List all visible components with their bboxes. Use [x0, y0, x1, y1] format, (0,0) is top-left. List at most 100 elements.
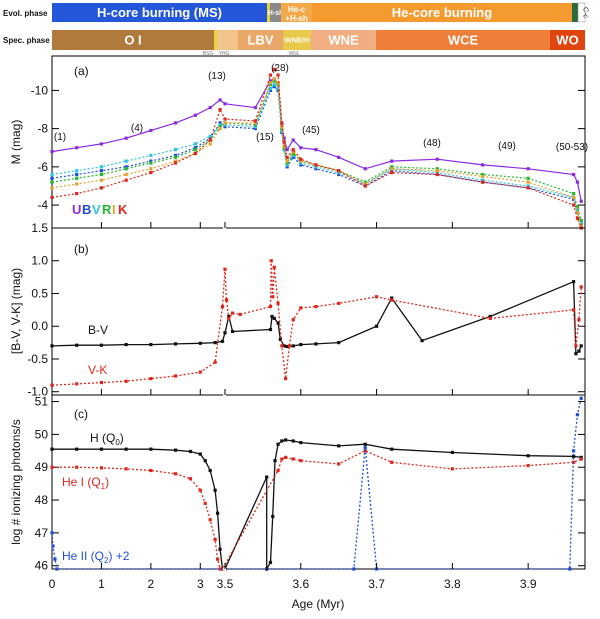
data-point-a-k [272, 67, 276, 71]
y-tick-label: 51 [35, 395, 49, 409]
data-point-a-u [223, 102, 227, 106]
data-point-c-he-ii-q2-2 [575, 413, 580, 417]
panel-b-series [50, 259, 583, 387]
data-point-c-he-i-q1 [299, 459, 303, 463]
data-point-b-v-k [284, 377, 288, 381]
panel-a-tag: (a) [74, 64, 89, 78]
data-point-a-k [337, 169, 341, 173]
data-point-b-v-k [173, 374, 178, 378]
data-point-b-b-v [337, 341, 341, 345]
data-point-a-r [291, 151, 295, 156]
x-axis: 0 1 2 3 3.5 3.6 3.7 3.8 3.9 Age (Myr) [49, 222, 537, 611]
panel-a: (a) M (mag) -10 -8 -6 -4 (1) (4) (13) (28) (15)… [9, 55, 588, 230]
data-point-c-he-ii-q2-2 [568, 567, 572, 571]
data-point-b-v-k [220, 304, 225, 309]
data-point-a-r [363, 180, 367, 184]
data-point-b-b-v [299, 342, 303, 347]
data-point-b-b-v [223, 331, 227, 335]
data-point-c-h-q0 [198, 452, 202, 456]
data-point-a-r [285, 161, 289, 165]
data-point-b-v-k [337, 301, 341, 305]
data-point-c-he-i-q1 [208, 518, 212, 522]
data-point-a-v [268, 86, 273, 91]
data-point-b-v-k [268, 304, 273, 309]
data-point-a-i [253, 121, 257, 125]
spec-phase-label: Spec. phase [3, 36, 50, 45]
data-point-a-u [337, 155, 341, 159]
phase-segment-he-core-burning [312, 3, 572, 22]
data-point-a-b [50, 176, 54, 180]
data-point-a-u [299, 146, 303, 150]
panel-a-annotations: (1) (4) (13) (28) (15) (45) (48) (49) (50-53) [54, 63, 588, 153]
data-point-a-k [75, 192, 79, 196]
data-point-a-r [253, 123, 257, 127]
annotation-label: (28) [271, 63, 289, 74]
data-point-c-h-q0 [203, 459, 207, 463]
data-point-a-i [282, 144, 286, 148]
data-point-a-k [575, 216, 580, 221]
x-tick-label: 3 [197, 577, 204, 591]
data-point-a-i [276, 81, 280, 85]
data-point-c-he-i-q1 [218, 567, 222, 571]
data-point-a-v [481, 178, 485, 182]
data-point-c-h-q0 [291, 439, 295, 443]
data-point-a-r [99, 172, 104, 177]
panel-b-y-ticks: -1.0 -0.5 0.0 0.5 1.0 1.5 [27, 221, 585, 399]
data-point-a-k [218, 107, 222, 112]
data-point-b-b-v [75, 343, 79, 347]
series-line-a-b [51, 85, 582, 225]
data-point-a-b [124, 165, 128, 169]
data-point-a-r [579, 218, 583, 222]
y-tick-label: -1.0 [27, 385, 48, 399]
data-point-a-v [272, 83, 276, 87]
series-line-c-he-i-q1 [52, 450, 582, 570]
data-point-a-u [314, 148, 318, 152]
panel-b-frame [51, 227, 586, 396]
phase-segment-wne-h-label: WNE/H [285, 36, 310, 45]
data-point-b-b-v [173, 342, 178, 346]
panel-c-h-label: H (Q0) [90, 431, 124, 447]
panel-c-ylabel: log # ionizing photons/s [9, 419, 23, 544]
data-point-a-b [193, 146, 197, 150]
panel-b-vk-label: V-K [88, 363, 107, 377]
x-tick-labels: 0 1 2 3 3.5 3.6 3.7 3.8 3.9 [49, 222, 537, 591]
panel-a-ylabel: M (mag) [9, 120, 23, 165]
data-point-a-r [193, 148, 197, 152]
data-point-a-b [253, 127, 257, 131]
data-point-a-i [285, 159, 289, 163]
data-point-a-v [99, 165, 104, 169]
data-point-a-u [124, 136, 128, 140]
data-point-a-k [282, 140, 286, 144]
data-point-c-he-ii-q2-2 [53, 557, 57, 561]
data-point-a-i [272, 77, 276, 81]
data-point-b-b-v [574, 352, 578, 356]
data-point-a-i [218, 127, 222, 131]
data-point-a-u [579, 199, 583, 203]
data-point-b-b-v [230, 329, 235, 334]
data-point-a-k [253, 119, 257, 123]
data-point-a-k [99, 186, 104, 190]
panel-c-series [50, 396, 583, 572]
data-point-a-u [285, 148, 289, 152]
data-point-c-he-ii-q2-2 [572, 449, 576, 453]
data-point-b-b-v [270, 314, 274, 319]
x-tick-label: 3.6 [292, 577, 309, 591]
y-tick-label: -10 [31, 83, 49, 97]
panel-b-bv-label: B-V [88, 323, 108, 337]
series-line-c-h-q0 [52, 439, 582, 572]
data-point-c-he-i-q1 [99, 466, 104, 470]
phase-segment-he-c-h-sh [281, 3, 312, 22]
data-point-b-v-k [149, 377, 153, 381]
data-point-b-v-k [374, 295, 379, 299]
band-legend-r: R [102, 202, 112, 217]
data-point-b-v-k [488, 316, 492, 320]
data-point-b-v-k [269, 259, 273, 263]
data-point-a-i [149, 167, 153, 171]
data-point-a-u [149, 128, 153, 133]
data-point-a-r [50, 180, 54, 184]
phase-segment-h-core-burning-ms- [52, 3, 267, 22]
data-point-c-h-q0 [579, 455, 583, 459]
phase-segment-wne-label: WNE [328, 33, 359, 48]
data-point-a-b [75, 172, 79, 177]
panel-c-frame [51, 394, 586, 570]
